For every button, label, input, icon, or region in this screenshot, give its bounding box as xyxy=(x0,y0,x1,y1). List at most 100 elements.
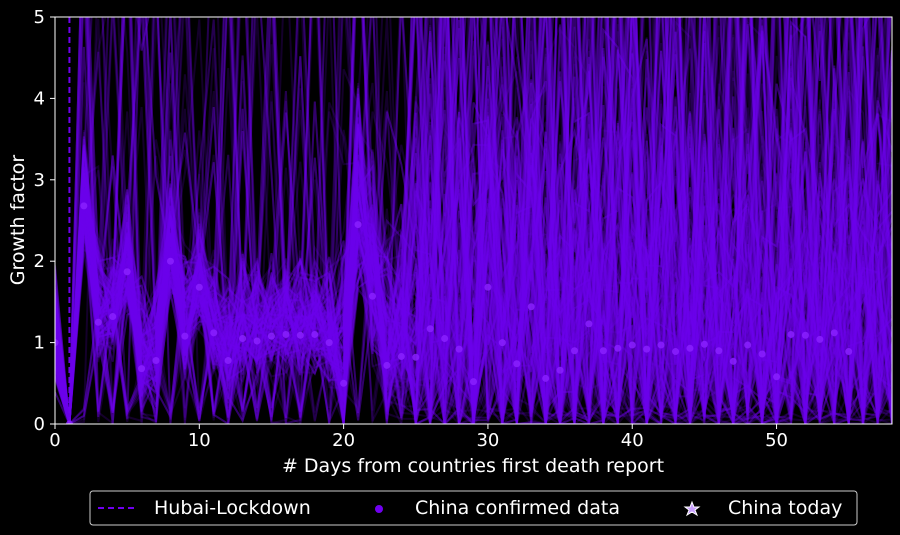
confirmed-point xyxy=(527,303,535,311)
simulation-line xyxy=(55,17,892,424)
confirmed-point xyxy=(55,339,59,347)
y-axis-ticks: 0 1 2 3 4 5 xyxy=(34,7,55,435)
simulation-line xyxy=(55,17,892,424)
simulation-line xyxy=(55,17,892,424)
y-tick-label: 1 xyxy=(34,333,45,354)
simulation-line xyxy=(55,17,892,424)
simulation-line xyxy=(55,17,892,424)
x-tick-label: 40 xyxy=(621,430,644,451)
confirmed-point xyxy=(628,341,636,349)
confirmed-point xyxy=(556,366,564,374)
simulation-line xyxy=(55,17,892,424)
legend-confirmed-swatch xyxy=(375,505,383,513)
simulation-line xyxy=(55,17,892,424)
confirmed-point xyxy=(195,283,203,291)
simulation-line xyxy=(55,17,892,424)
simulation-line xyxy=(55,17,892,424)
simulation-line xyxy=(55,17,892,424)
simulation-line xyxy=(55,17,892,424)
simulation-line xyxy=(55,17,892,424)
confirmed-point xyxy=(94,318,102,326)
simulation-line xyxy=(55,17,892,424)
simulation-line xyxy=(55,17,892,424)
simulation-line xyxy=(55,17,887,424)
simulation-line xyxy=(55,17,892,424)
simulation-line xyxy=(55,17,887,424)
simulation-line xyxy=(55,17,892,424)
simulation-line xyxy=(55,17,892,424)
simulation-line xyxy=(55,17,889,424)
legend-confirmed-label: China confirmed data xyxy=(415,497,620,519)
simulation-line xyxy=(55,17,892,424)
simulation-line xyxy=(55,17,892,424)
simulation-line xyxy=(55,17,892,424)
simulation-line xyxy=(55,17,892,424)
simulation-line xyxy=(55,17,892,424)
confirmed-point xyxy=(181,332,189,340)
simulation-line xyxy=(55,17,892,424)
simulation-line xyxy=(55,17,892,424)
simulation-line xyxy=(55,24,892,424)
simulation-line xyxy=(55,17,892,424)
simulation-line xyxy=(55,17,892,424)
confirmed-point xyxy=(441,335,449,343)
simulation-line xyxy=(55,17,892,424)
simulation-line xyxy=(55,17,892,424)
simulation-line xyxy=(55,17,892,424)
simulation-line xyxy=(55,17,892,424)
confirmed-point xyxy=(513,360,521,368)
simulation-line xyxy=(55,17,892,424)
simulation-line xyxy=(55,17,892,424)
simulation-line xyxy=(55,17,892,424)
confirmed-point xyxy=(643,345,651,353)
simulation-line xyxy=(55,17,892,424)
simulation-line xyxy=(55,17,892,424)
simulation-line xyxy=(55,17,892,424)
simulation-line xyxy=(55,17,892,424)
simulation-line xyxy=(55,17,892,424)
simulation-line xyxy=(55,17,892,424)
legend-frame xyxy=(89,490,858,526)
simulation-line xyxy=(55,17,892,424)
simulation-line xyxy=(55,17,892,424)
simulation-line xyxy=(55,17,892,424)
simulation-line xyxy=(55,17,892,424)
confirmed-point xyxy=(744,341,752,349)
simulation-line xyxy=(55,17,892,424)
confirmed-point xyxy=(571,347,579,355)
simulation-line xyxy=(55,17,892,424)
confirmed-point xyxy=(311,330,319,338)
simulation-line xyxy=(55,17,892,424)
confirmed-point xyxy=(138,365,146,373)
simulation-line xyxy=(55,17,892,424)
simulation-line xyxy=(55,17,892,424)
simulation-line xyxy=(55,17,892,424)
simulation-line xyxy=(55,17,892,424)
confirmed-point xyxy=(599,347,607,355)
simulation-line xyxy=(55,17,892,424)
simulation-line xyxy=(55,17,892,424)
x-tick-label: 10 xyxy=(188,430,211,451)
simulation-line xyxy=(55,17,892,424)
simulation-line xyxy=(55,17,892,424)
simulation-line xyxy=(55,17,892,424)
x-tick-label: 30 xyxy=(476,430,499,451)
simulation-line xyxy=(55,17,892,424)
simulation-line xyxy=(55,17,892,424)
simulation-line xyxy=(55,17,892,424)
simulation-line xyxy=(55,17,892,424)
confirmed-point xyxy=(498,339,506,347)
x-tick-label: 20 xyxy=(332,430,355,451)
simulation-line xyxy=(55,17,892,424)
simulation-line xyxy=(55,17,890,424)
simulation-line xyxy=(55,17,892,424)
simulation-line xyxy=(55,17,891,424)
simulation-line xyxy=(55,17,892,424)
simulation-line xyxy=(55,17,892,424)
simulation-line xyxy=(55,17,889,424)
simulation-line xyxy=(55,17,892,424)
legend-today-label: China today xyxy=(728,497,842,519)
simulation-line xyxy=(55,17,892,424)
simulation-line xyxy=(55,17,892,424)
simulation-line xyxy=(55,17,892,424)
